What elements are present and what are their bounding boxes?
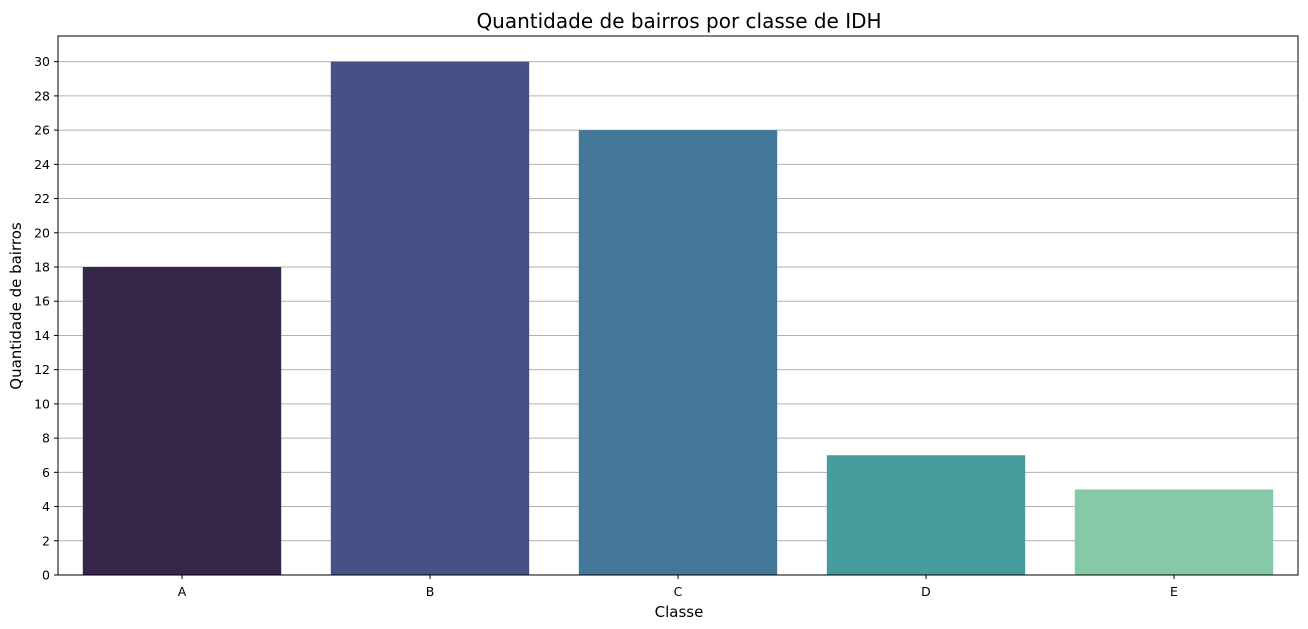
y-tick-label: 2 [42, 533, 50, 548]
bar-a [82, 267, 282, 575]
y-tick-label: 18 [34, 260, 50, 275]
y-tick-label: 4 [42, 499, 50, 514]
y-axis-label: Quantidade de bairros [7, 222, 25, 390]
y-tick-label: 20 [34, 225, 50, 240]
y-tick-label: 22 [34, 191, 50, 206]
x-axis-ticks: A B C D E [178, 575, 1178, 599]
y-tick-label: 28 [34, 88, 50, 103]
bars [82, 61, 1274, 575]
y-tick-label: 14 [34, 328, 50, 343]
y-tick-label: 16 [34, 294, 50, 309]
y-tick-label: 0 [42, 568, 50, 583]
y-tick-label: 6 [42, 465, 50, 480]
bar-e [1074, 489, 1274, 575]
x-tick-label: E [1170, 584, 1178, 599]
x-axis-label: Classe [655, 603, 704, 621]
y-tick-label: 12 [34, 362, 50, 377]
bar-d [826, 455, 1026, 575]
plot-frame [57, 35, 1299, 576]
x-tick-label: A [178, 584, 187, 599]
y-tick-label: 30 [34, 54, 50, 69]
y-tick-label: 24 [34, 157, 50, 172]
y-tick-label: 26 [34, 123, 50, 138]
y-tick-label: 8 [42, 431, 50, 446]
x-tick-label: B [426, 584, 435, 599]
bar-c [578, 130, 778, 575]
x-tick-label: C [674, 584, 683, 599]
chart-title: Quantidade de bairros por classe de IDH [476, 9, 881, 33]
bar-b [330, 61, 530, 575]
y-tick-label: 10 [34, 396, 50, 411]
x-tick-label: D [921, 584, 931, 599]
